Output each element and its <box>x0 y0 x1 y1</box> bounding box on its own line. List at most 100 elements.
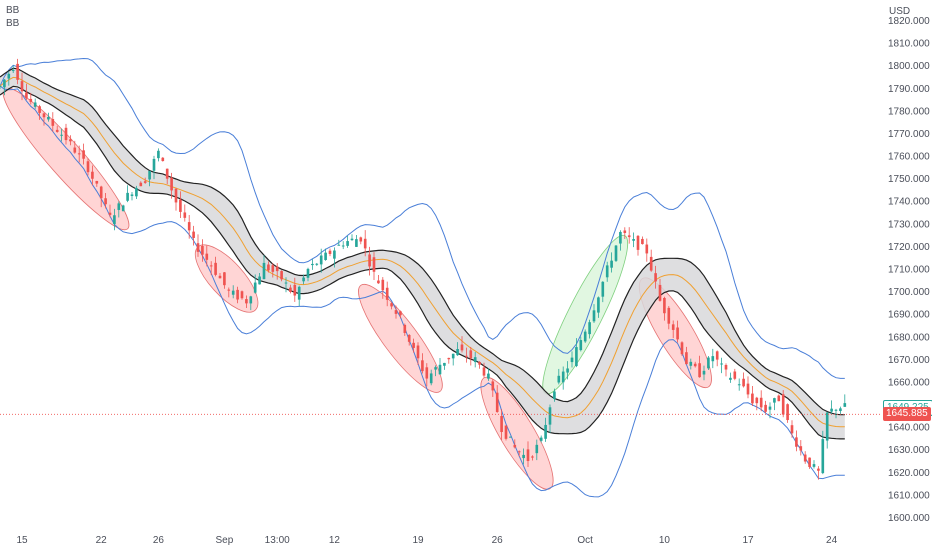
price-tick-label: 1770.000 <box>888 129 930 140</box>
candle-body <box>531 456 534 458</box>
candle-body <box>830 408 833 412</box>
candle <box>447 357 451 364</box>
candle <box>355 234 358 247</box>
candle-body <box>755 397 759 404</box>
candle <box>495 385 499 413</box>
candle-body <box>223 272 226 286</box>
candle-body <box>69 139 72 142</box>
candle <box>306 267 310 282</box>
candle-body <box>614 245 618 261</box>
time-axis[interactable]: 15 22 26 Sep 13:00 12 19 26 Oct 10 17 24 <box>16 535 837 546</box>
price-axis[interactable]: 1600.000 1610.000 1620.000 1630.000 1640.000… <box>888 16 930 524</box>
candle-body <box>179 199 182 212</box>
indicator-label-1[interactable]: BB <box>6 5 20 16</box>
candle-body <box>183 212 187 218</box>
candle <box>315 262 319 266</box>
price-tick-label: 1660.000 <box>888 377 930 388</box>
candle <box>359 236 363 245</box>
candle-body <box>394 310 398 314</box>
candle-body <box>399 311 402 316</box>
candle <box>570 351 574 368</box>
candle <box>482 362 486 378</box>
candle <box>610 252 613 273</box>
candle-body <box>583 331 587 342</box>
candle-body <box>680 342 684 355</box>
candle-body <box>82 150 85 159</box>
candle-body <box>658 284 662 301</box>
candle <box>817 466 820 480</box>
candle-body <box>663 297 666 314</box>
candle <box>148 170 151 187</box>
candle-body <box>685 352 688 365</box>
candle-body <box>443 362 446 366</box>
candle-body <box>42 113 46 118</box>
candle <box>69 135 72 146</box>
candle <box>724 363 728 377</box>
candle <box>218 272 222 279</box>
candle-body <box>170 177 173 191</box>
candle-body <box>570 357 574 363</box>
candle-body <box>473 357 477 363</box>
candle <box>368 246 371 276</box>
candle-body <box>491 381 495 391</box>
candle-body <box>487 373 490 379</box>
time-tick-label: 19 <box>412 535 424 546</box>
candle-body <box>579 340 583 351</box>
candle <box>223 271 226 289</box>
candle <box>627 227 631 244</box>
price-tick-label: 1710.000 <box>888 265 930 276</box>
candle-body <box>333 250 336 259</box>
time-tick-label: 24 <box>826 535 838 546</box>
price-tick-label: 1790.000 <box>888 84 930 95</box>
candle <box>192 225 195 246</box>
candle-body <box>539 437 543 441</box>
candle-body <box>500 416 503 433</box>
lower-band-line <box>0 85 845 498</box>
marker-price-tag: 1645.885 <box>883 407 931 422</box>
candle <box>539 435 543 443</box>
candle <box>601 281 605 303</box>
candle <box>143 177 147 184</box>
candle-body <box>654 273 657 282</box>
candle <box>64 123 68 145</box>
candle-body <box>803 454 807 462</box>
band-lines <box>0 57 845 498</box>
candle <box>139 181 143 187</box>
candle-body <box>377 280 380 284</box>
candle <box>544 417 547 442</box>
candle <box>579 336 583 352</box>
candle <box>429 369 433 386</box>
candle-body <box>148 170 151 180</box>
candle-body <box>363 238 367 249</box>
candle <box>82 143 85 165</box>
candle-body <box>7 73 11 79</box>
candle <box>421 353 424 374</box>
candle-body <box>214 262 217 275</box>
candle <box>25 83 28 101</box>
candle-body <box>429 373 433 384</box>
candle-body <box>302 277 305 282</box>
candle <box>764 400 767 414</box>
candle-body <box>86 161 90 173</box>
currency-label: USD <box>889 6 911 17</box>
candle-body <box>702 370 706 375</box>
candle-body <box>390 303 393 307</box>
candle-body <box>795 437 798 447</box>
indicator-label-2[interactable]: BB <box>6 18 20 29</box>
candle-body <box>157 150 160 159</box>
candle <box>693 361 697 368</box>
candle <box>187 214 191 239</box>
candle-body <box>517 451 521 453</box>
candle <box>412 338 415 353</box>
candle-body <box>341 245 345 247</box>
candle <box>535 439 539 461</box>
price-tick-label: 1680.000 <box>888 332 930 343</box>
candle-body <box>821 439 825 474</box>
candle-body <box>262 262 266 280</box>
candle-body <box>764 404 767 412</box>
candle-body <box>11 70 15 72</box>
candle-body <box>786 404 789 421</box>
candle-body <box>328 250 332 254</box>
candle-body <box>20 81 24 92</box>
